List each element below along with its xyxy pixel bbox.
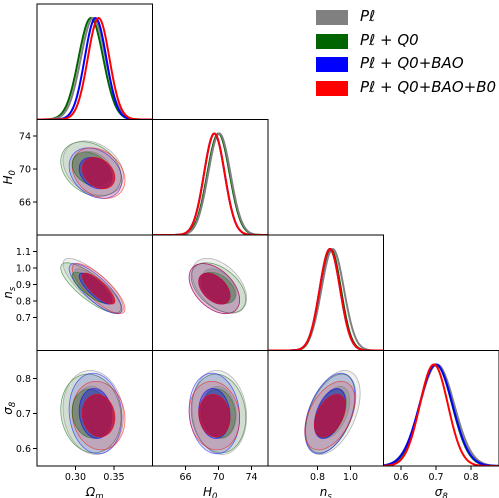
x-tick-label: 0.7	[428, 472, 443, 483]
legend-item-p: Pℓ	[316, 6, 496, 30]
y-tick-label: 0.8	[16, 297, 31, 308]
legend-label-p-q0-bao-b0: Pℓ + Q0+BAO+B0	[360, 77, 497, 96]
contour-68-p-q0-bao-b0	[81, 393, 116, 438]
panel-ns-vs-h0	[152, 234, 269, 351]
x-tick-label: 0.8	[463, 472, 478, 483]
x-axis-label-ns: ns	[320, 485, 333, 498]
legend-label-p: Pℓ	[360, 7, 376, 25]
y-axis-label-sigma8-sub: 8	[8, 401, 18, 407]
x-axis-label-ns-sub: s	[327, 492, 332, 498]
legend-swatch-p-q0-bao	[316, 57, 348, 72]
legend-label-p-q0: Pℓ + Q0	[360, 30, 419, 49]
panel-content	[60, 257, 126, 315]
panel-sigma8-vs-h0: 66 70 74	[152, 350, 269, 483]
panel-ns-vs-ns	[267, 234, 384, 351]
y-axis-label-ns: ns	[1, 286, 18, 299]
marginal-curve-p-q0-bao	[383, 363, 499, 466]
y-tick-label: 0.7	[16, 409, 31, 420]
x-tick-label: 0.30	[65, 472, 86, 483]
x-tick-label: 0.35	[103, 472, 124, 483]
x-axis-label-omega_m-main: Ω	[85, 485, 96, 498]
x-axis-label-omega_m-sub: m	[95, 492, 103, 498]
panel-sigma8-vs-sigma8: 0.6 0.7 0.8	[383, 350, 499, 483]
y-axis-label-sigma8: σ8	[1, 401, 18, 415]
y-tick-label: 0.6	[16, 444, 31, 455]
panel-frame	[383, 350, 499, 467]
contour-68-p-q0-bao-b0	[198, 393, 231, 438]
legend-swatch-p-q0	[316, 33, 348, 49]
panel-omega_m-vs-omega_m	[36, 3, 153, 120]
panel-content	[304, 370, 361, 455]
y-axis-label-ns-main: n	[1, 291, 15, 299]
y-tick-label: 1.0	[16, 264, 31, 275]
x-tick-label: 0.8	[310, 472, 325, 483]
y-tick-label: 0.9	[16, 280, 31, 291]
y-axis-label-h0-main: H	[1, 175, 15, 184]
panel-background	[268, 235, 384, 351]
legend-swatch-p	[316, 10, 348, 25]
panel-content	[60, 140, 126, 199]
panel-sigma8-vs-omega_m: 0.6 0.7 0.8 0.30 0.35	[16, 350, 153, 483]
y-tick-label: 1.1	[16, 247, 31, 258]
panel-sigma8-vs-ns: 0.8 1.0	[267, 350, 384, 483]
x-tick-label: 1.0	[343, 472, 358, 483]
y-tick-label: 74	[19, 132, 31, 143]
x-axis-label-ns-main: n	[320, 485, 328, 498]
x-axis-label-h0-main: H	[203, 485, 212, 498]
panel-ns-vs-omega_m: 0.7 0.8 0.9 1.0 1.1	[16, 234, 153, 351]
x-axis-label-sigma8: σ8	[435, 485, 449, 498]
panel-h0-vs-h0	[152, 119, 269, 236]
x-tick-label: 70	[212, 472, 224, 483]
y-axis-label-h0: H0	[1, 170, 18, 184]
panel-h0-vs-omega_m: 66 70 74	[19, 119, 153, 236]
contour-68-p-q0-bao-b0	[81, 272, 116, 305]
y-axis-label-ns-sub: s	[8, 286, 18, 291]
y-axis-label-sigma8-main: σ	[1, 407, 15, 415]
legend-item-p-q0-bao: Pℓ + Q0+BAO	[316, 53, 496, 77]
y-tick-label: 66	[19, 198, 31, 209]
contour-68-p-q0-bao-b0	[313, 393, 346, 438]
legend: Pℓ Pℓ + Q0 Pℓ + Q0+BAO Pℓ + Q0+BAO+B0	[316, 6, 496, 100]
y-tick-label: 0.7	[16, 313, 31, 324]
contour-68-p-q0-bao-b0	[198, 272, 231, 305]
x-axis-label-h0: H0	[203, 485, 217, 498]
legend-swatch-p-q0-bao-b0	[316, 80, 348, 96]
legend-item-p-q0: Pℓ + Q0	[316, 30, 496, 54]
y-axis-label-h0-sub: 0	[8, 170, 18, 175]
legend-item-p-q0-bao-b0: Pℓ + Q0+BAO+B0	[316, 77, 496, 101]
y-tick-label: 0.8	[16, 374, 31, 385]
panel-content	[188, 257, 247, 315]
panel-content	[188, 370, 247, 455]
panel-content	[60, 370, 126, 455]
x-axis-label-omega_m: Ωm	[85, 485, 103, 498]
x-axis-label-sigma8-sub: 8	[442, 492, 448, 498]
x-axis-label-sigma8-main: σ	[435, 485, 443, 498]
contour-68-p-q0-bao-b0	[81, 157, 116, 190]
y-tick-label: 70	[19, 165, 31, 176]
panel-background	[152, 119, 268, 235]
legend-label-p-q0-bao: Pℓ + Q0+BAO	[360, 54, 464, 72]
x-axis-label-h0-sub: 0	[212, 492, 217, 498]
x-tick-label: 0.6	[393, 472, 408, 483]
x-tick-label: 74	[245, 472, 257, 483]
x-tick-label: 66	[179, 472, 191, 483]
